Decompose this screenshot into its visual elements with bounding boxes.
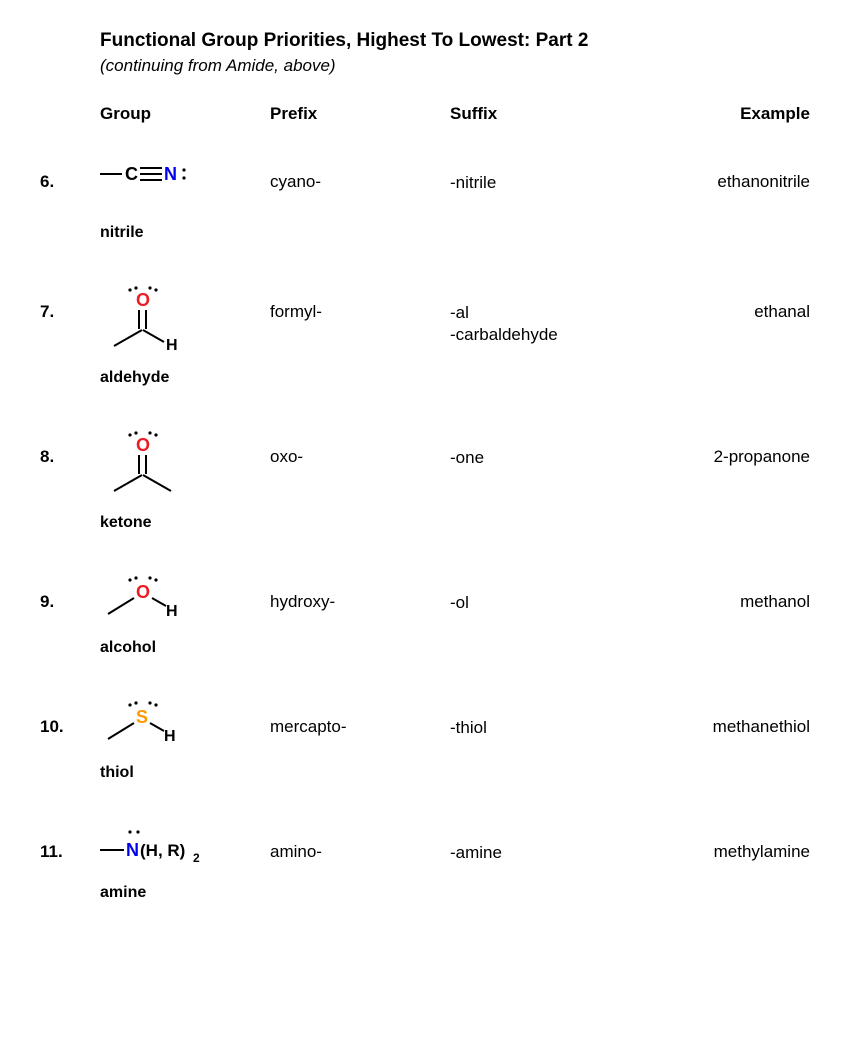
suffix: -thiol [450,699,640,739]
structure-ketone: O [100,429,270,504]
table-row: 9. O H alcohol hydroxy- -ol methanol [40,574,820,657]
svg-text:S: S [136,707,148,727]
example: methanol [640,574,820,612]
structure-aldehyde: O H [100,284,270,359]
suffix: -amine [450,824,640,864]
prefix: oxo- [270,429,450,467]
row-number: 7. [40,284,100,322]
suffix: -nitrile [450,154,640,194]
suffix: -al -carbaldehyde [450,284,640,346]
table-header: Group Prefix Suffix Example [40,104,820,124]
page-title: Functional Group Priorities, Highest To … [100,30,820,52]
svg-text:H: H [164,728,176,745]
svg-text:2: 2 [193,851,200,865]
table-row: 11. N (H, R) 2 amine amino- -amine methy… [40,824,820,902]
structure-nitrile: C N [100,154,270,214]
table-row: 7. O H aldehyde formyl- -al -carbaldehyd… [40,284,820,387]
prefix: formyl- [270,284,450,322]
header-group: Group [100,104,270,124]
svg-text:N: N [164,164,177,184]
example: methylamine [640,824,820,862]
svg-text:C: C [125,164,138,184]
group-name: thiol [100,764,270,782]
group-name: nitrile [100,224,270,242]
structure-thiol: S H [100,699,270,754]
svg-text:O: O [136,582,150,602]
table-row: 8. O ketone oxo- -one 2-propanone [40,429,820,532]
svg-text:O: O [136,435,150,455]
group-name: aldehyde [100,369,270,387]
row-number: 11. [40,824,100,862]
header-prefix: Prefix [270,104,450,124]
row-number: 10. [40,699,100,737]
prefix: amino- [270,824,450,862]
row-number: 6. [40,154,100,192]
header-suffix: Suffix [450,104,640,124]
svg-text:H: H [166,603,178,620]
structure-amine: N (H, R) 2 [100,824,270,874]
example: methanethiol [640,699,820,737]
example: ethanal [640,284,820,322]
prefix: cyano- [270,154,450,192]
svg-text:N: N [126,840,139,860]
row-number: 8. [40,429,100,467]
group-name: amine [100,884,270,902]
table-row: 6. C N nitrile cyano- -nitrile ethanonit… [40,154,820,242]
suffix: -ol [450,574,640,614]
group-name: alcohol [100,639,270,657]
structure-alcohol: O H [100,574,270,629]
header-example: Example [640,104,820,124]
example: 2-propanone [640,429,820,467]
page-subtitle: (continuing from Amide, above) [100,56,820,76]
svg-text:H: H [166,337,178,354]
row-number: 9. [40,574,100,612]
example: ethanonitrile [640,154,820,192]
table-row: 10. S H thiol mercapto- -thiol methaneth… [40,699,820,782]
svg-text:O: O [136,290,150,310]
prefix: hydroxy- [270,574,450,612]
suffix: -one [450,429,640,469]
svg-text:(H, R): (H, R) [140,841,185,860]
group-name: ketone [100,514,270,532]
prefix: mercapto- [270,699,450,737]
